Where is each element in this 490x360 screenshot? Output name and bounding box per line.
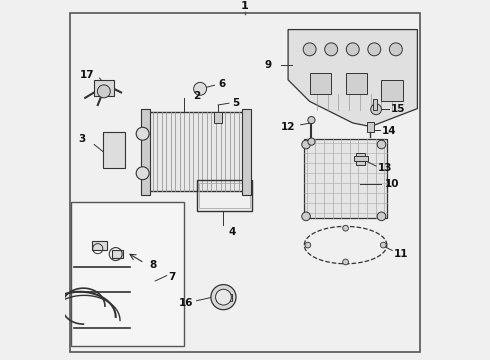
Bar bbox=[304, 139, 387, 218]
Bar bbox=[242, 109, 251, 195]
Polygon shape bbox=[288, 30, 417, 127]
Circle shape bbox=[390, 43, 402, 56]
Bar bbox=[92, 242, 107, 251]
Circle shape bbox=[194, 82, 207, 95]
Bar bbox=[345, 73, 367, 94]
Bar bbox=[145, 112, 245, 191]
Bar bbox=[354, 156, 368, 161]
Bar bbox=[112, 251, 123, 258]
Text: 8: 8 bbox=[150, 260, 157, 270]
Circle shape bbox=[308, 117, 315, 124]
Text: 15: 15 bbox=[391, 104, 405, 114]
Circle shape bbox=[211, 284, 236, 310]
Circle shape bbox=[380, 242, 386, 248]
Bar bbox=[382, 80, 403, 102]
Bar bbox=[196, 180, 252, 211]
Bar bbox=[373, 99, 377, 110]
Text: 14: 14 bbox=[382, 126, 396, 136]
Text: 9: 9 bbox=[265, 60, 272, 71]
Circle shape bbox=[368, 43, 381, 56]
Text: 6: 6 bbox=[218, 79, 225, 89]
Text: 1: 1 bbox=[241, 1, 249, 11]
Circle shape bbox=[136, 127, 149, 140]
Text: 13: 13 bbox=[378, 163, 392, 173]
Bar bbox=[103, 132, 124, 168]
Circle shape bbox=[371, 104, 382, 115]
Bar bbox=[310, 73, 331, 94]
Circle shape bbox=[325, 43, 338, 56]
Bar bbox=[199, 183, 250, 208]
Circle shape bbox=[343, 259, 348, 265]
Circle shape bbox=[346, 43, 359, 56]
Circle shape bbox=[98, 85, 110, 98]
Circle shape bbox=[302, 212, 310, 221]
Text: 4: 4 bbox=[229, 228, 236, 238]
Text: 17: 17 bbox=[79, 70, 94, 80]
Bar bbox=[94, 80, 114, 96]
Circle shape bbox=[308, 138, 315, 145]
Text: 5: 5 bbox=[232, 98, 240, 108]
Text: 7: 7 bbox=[168, 273, 175, 282]
Text: 10: 10 bbox=[385, 179, 399, 189]
Bar bbox=[71, 202, 184, 346]
Bar bbox=[141, 109, 150, 195]
Text: 16: 16 bbox=[178, 298, 193, 308]
Circle shape bbox=[305, 242, 311, 248]
Bar bbox=[215, 112, 221, 123]
Circle shape bbox=[136, 167, 149, 180]
Circle shape bbox=[303, 43, 316, 56]
Circle shape bbox=[377, 212, 386, 221]
Circle shape bbox=[343, 225, 348, 231]
Text: 11: 11 bbox=[394, 249, 409, 259]
Circle shape bbox=[377, 140, 386, 149]
Text: 2: 2 bbox=[193, 91, 200, 101]
Circle shape bbox=[302, 140, 310, 149]
Bar bbox=[356, 153, 366, 165]
Text: 3: 3 bbox=[78, 134, 85, 144]
Circle shape bbox=[216, 289, 231, 305]
Text: 12: 12 bbox=[281, 122, 295, 131]
Bar bbox=[367, 122, 373, 131]
Bar bbox=[216, 293, 232, 301]
